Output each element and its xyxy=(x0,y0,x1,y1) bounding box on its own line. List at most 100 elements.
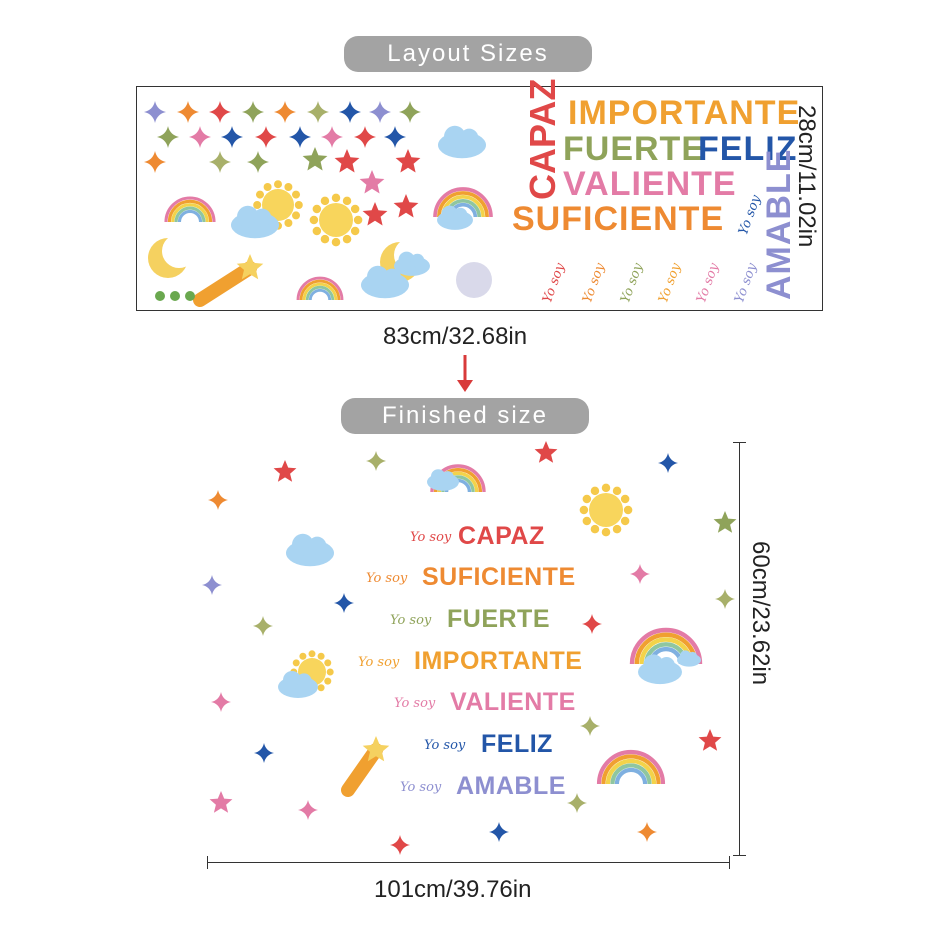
rainbow-icon xyxy=(610,763,652,785)
sun-ray xyxy=(308,650,316,658)
sun-ray xyxy=(350,204,360,214)
rainbow-icon xyxy=(605,758,657,785)
sun-ray xyxy=(294,201,303,209)
star-icon xyxy=(713,511,737,533)
sparkle-icon xyxy=(177,101,199,123)
sun-ray xyxy=(620,516,630,526)
cloud-icon xyxy=(283,671,301,689)
word-valiente: VALIENTE xyxy=(450,688,576,716)
star-icon xyxy=(302,147,328,171)
sun-ray xyxy=(320,196,330,206)
yo-soy-text: Yo soy xyxy=(390,613,432,628)
yo-soy-text: Yo soy xyxy=(394,696,436,711)
cloud-icon xyxy=(441,205,458,222)
sparkle-icon xyxy=(366,451,386,471)
sun-ray xyxy=(324,659,332,667)
rainbow-icon xyxy=(299,279,341,301)
sparkle-icon xyxy=(334,593,354,613)
sun-ray xyxy=(612,524,622,534)
yo-soy-text: Yo soy xyxy=(358,655,400,670)
cloud-icon xyxy=(453,207,468,222)
star-icon xyxy=(273,460,297,482)
cloud-icon xyxy=(444,125,466,148)
rainbow-icon xyxy=(614,767,648,785)
sun-ray xyxy=(284,219,293,228)
word-valiente: VALIENTE xyxy=(563,165,737,203)
word-amable: AMABLE xyxy=(760,148,798,300)
rainbow-icon xyxy=(596,749,666,785)
sun-ray xyxy=(342,234,352,244)
sparkle-icon xyxy=(399,101,421,123)
sun-ray xyxy=(342,196,352,206)
sun-ray xyxy=(331,237,341,247)
rainbow-icon xyxy=(174,206,206,223)
sparkle-icon xyxy=(255,126,277,148)
cloud-icon xyxy=(688,651,698,661)
sparkle-icon xyxy=(339,101,361,123)
rainbow-icon xyxy=(177,209,203,223)
finished-size-label: Finished size xyxy=(341,398,589,434)
sun-icon xyxy=(262,189,294,221)
sparkle-icon xyxy=(253,616,273,636)
layout-sizes-label: Layout Sizes xyxy=(344,36,592,72)
sparkle-icon xyxy=(274,101,296,123)
star-icon xyxy=(334,149,360,173)
sparkle-icon xyxy=(209,101,231,123)
sun-ray xyxy=(263,182,272,191)
rainbow-icon xyxy=(296,276,344,301)
word-fuerte: FUERTE xyxy=(563,130,705,168)
sparkle-icon xyxy=(157,126,179,148)
rainbow-icon xyxy=(305,285,335,301)
word-capaz: CAPAZ xyxy=(522,78,563,200)
rainbow-icon xyxy=(437,191,489,218)
sun-ray xyxy=(317,652,325,660)
rainbow-icon xyxy=(302,282,338,301)
star-icon xyxy=(359,170,385,194)
sun-ray xyxy=(309,215,319,225)
sun-icon xyxy=(589,493,623,527)
sparkle-icon xyxy=(567,793,587,813)
sun-ray xyxy=(320,234,330,244)
cloud-icon xyxy=(308,536,327,555)
sparkle-icon xyxy=(489,822,509,842)
sparkle-icon xyxy=(247,151,269,173)
word-feliz: FELIZ xyxy=(481,730,553,758)
rainbow-icon xyxy=(629,627,703,665)
sparkle-icon xyxy=(637,822,657,842)
sparkle-icon xyxy=(189,126,211,148)
badge-icon xyxy=(170,291,180,301)
star-icon xyxy=(534,441,558,463)
arrow-down-icon xyxy=(457,380,473,392)
width-dimension-line xyxy=(207,862,729,863)
sun-ray xyxy=(324,677,332,685)
moon-cutout xyxy=(162,234,196,268)
sparkle-icon xyxy=(715,589,735,609)
sparkle-icon xyxy=(202,575,222,595)
sun-ray xyxy=(601,483,611,493)
cloud-icon xyxy=(658,657,675,674)
cloud-icon xyxy=(398,251,415,268)
star-icon xyxy=(393,194,419,218)
rainbow-icon xyxy=(433,187,493,218)
cloud-icon xyxy=(367,265,389,288)
sun-ray xyxy=(312,226,322,236)
sun-ray xyxy=(284,182,293,191)
sparkle-icon xyxy=(298,800,318,820)
rainbow-icon xyxy=(601,754,661,785)
sparkle-icon xyxy=(630,564,650,584)
cloud-icon xyxy=(410,253,425,268)
yo-soy-text: Yo soy xyxy=(410,530,452,545)
sparkle-icon xyxy=(242,101,264,123)
sun-icon xyxy=(319,203,353,237)
sticker-sheet xyxy=(136,86,823,311)
word-importante: IMPORTANTE xyxy=(568,94,801,132)
sun-ray xyxy=(292,190,301,199)
sparkle-icon xyxy=(321,126,343,148)
sparkle-icon xyxy=(582,614,602,634)
cloud-icon xyxy=(383,268,402,287)
sparkle-icon xyxy=(221,126,243,148)
word-feliz: FELIZ xyxy=(698,130,798,168)
cloud-icon xyxy=(292,533,314,556)
